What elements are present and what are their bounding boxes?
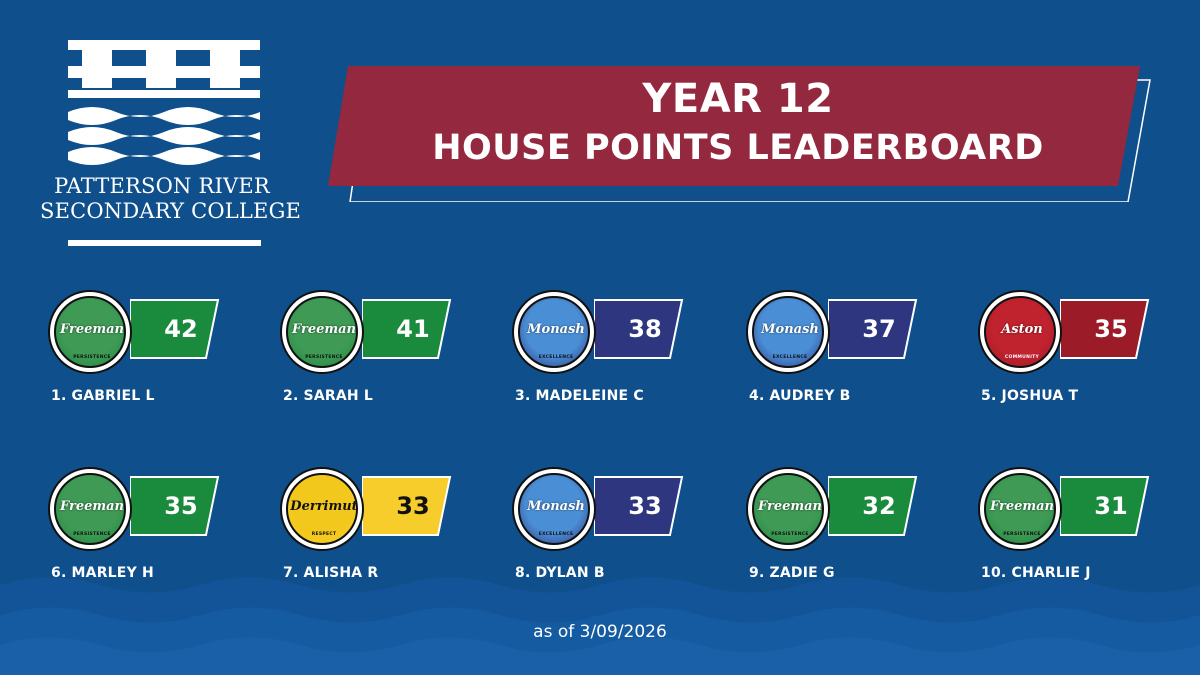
banner-title-leaderboard: HOUSE POINTS LEADERBOARD: [432, 128, 1044, 168]
student-rank-name: 10. CHARLIE J: [981, 565, 1091, 581]
leaderboard-entry: 33 Derrimut RESPECT 7. ALISHA R: [280, 467, 480, 607]
leaderboard-entry: 37 Monash EXCELLENCE 4. AUDREY B: [746, 290, 946, 430]
points-value: 41: [396, 315, 430, 343]
school-crest-icon: [68, 40, 260, 165]
house-motto: RESPECT: [311, 532, 337, 537]
points-tag: 42: [130, 299, 220, 359]
house-motto: PERSISTENCE: [73, 532, 111, 537]
house-motto: PERSISTENCE: [1003, 532, 1041, 537]
points-value: 33: [396, 492, 430, 520]
points-tag: 38: [594, 299, 684, 359]
points-value: 35: [164, 492, 198, 520]
logo-divider: [68, 240, 261, 246]
house-motto: EXCELLENCE: [772, 355, 808, 360]
house-badge-icon: Monash EXCELLENCE: [746, 290, 830, 374]
leaderboard-entry: 42 Freeman PERSISTENCE 1. GABRIEL L: [48, 290, 248, 430]
house-badge-icon: Freeman PERSISTENCE: [978, 467, 1062, 551]
leaderboard-entry: 32 Freeman PERSISTENCE 9. ZADIE G: [746, 467, 946, 607]
house-badge-icon: Freeman PERSISTENCE: [48, 290, 132, 374]
house-badge-icon: Freeman PERSISTENCE: [48, 467, 132, 551]
student-rank-name: 3. MADELEINE C: [515, 388, 644, 404]
house-name: Freeman: [757, 499, 823, 514]
student-rank-name: 5. JOSHUA T: [981, 388, 1079, 404]
house-name: Derrimut: [290, 499, 358, 514]
points-tag: 35: [1060, 299, 1150, 359]
house-motto: PERSISTENCE: [73, 355, 111, 360]
house-name: Freeman: [989, 499, 1055, 514]
house-motto: EXCELLENCE: [538, 355, 574, 360]
house-name: Monash: [761, 322, 819, 337]
student-rank-name: 8. DYLAN B: [515, 565, 605, 581]
house-name: Freeman: [291, 322, 357, 337]
house-badge-icon: Freeman PERSISTENCE: [280, 290, 364, 374]
title-banner: YEAR 12 HOUSE POINTS LEADERBOARD: [328, 62, 1158, 202]
house-motto: EXCELLENCE: [538, 532, 574, 537]
points-tag: 31: [1060, 476, 1150, 536]
student-rank-name: 1. GABRIEL L: [51, 388, 155, 404]
house-motto: PERSISTENCE: [771, 532, 809, 537]
house-name: Monash: [527, 499, 585, 514]
leaderboard-entry: 31 Freeman PERSISTENCE 10. CHARLIE J: [978, 467, 1178, 607]
points-tag: 32: [828, 476, 918, 536]
student-rank-name: 2. SARAH L: [283, 388, 373, 404]
points-value: 32: [862, 492, 896, 520]
points-value: 37: [862, 315, 896, 343]
school-name-line1: PATTERSON RIVER: [54, 174, 270, 198]
house-badge-icon: Monash EXCELLENCE: [512, 467, 596, 551]
points-value: 42: [164, 315, 198, 343]
points-value: 31: [1094, 492, 1128, 520]
student-rank-name: 4. AUDREY B: [749, 388, 851, 404]
house-badge-icon: Monash EXCELLENCE: [512, 290, 596, 374]
points-tag: 33: [594, 476, 684, 536]
house-name: Freeman: [59, 499, 125, 514]
leaderboard-entry: 41 Freeman PERSISTENCE 2. SARAH L: [280, 290, 480, 430]
student-rank-name: 7. ALISHA R: [283, 565, 379, 581]
school-name-line2: SECONDARY COLLEGE: [40, 199, 302, 223]
leaderboard-entry: 38 Monash EXCELLENCE 3. MADELEINE C: [512, 290, 712, 430]
points-tag: 37: [828, 299, 918, 359]
points-value: 38: [628, 315, 662, 343]
school-name: PATTERSON RIVER SECONDARY COLLEGE: [40, 174, 302, 224]
points-tag: 33: [362, 476, 452, 536]
points-value: 33: [628, 492, 662, 520]
house-badge-icon: Freeman PERSISTENCE: [746, 467, 830, 551]
points-value: 35: [1094, 315, 1128, 343]
banner-title-year: YEAR 12: [642, 76, 834, 122]
leaderboard-entry: 35 Aston COMMUNITY 5. JOSHUA T: [978, 290, 1178, 430]
leaderboard-entry: 33 Monash EXCELLENCE 8. DYLAN B: [512, 467, 712, 607]
student-rank-name: 9. ZADIE G: [749, 565, 835, 581]
student-rank-name: 6. MARLEY H: [51, 565, 154, 581]
house-motto: COMMUNITY: [1004, 355, 1040, 360]
leaderboard-entry: 35 Freeman PERSISTENCE 6. MARLEY H: [48, 467, 248, 607]
points-tag: 35: [130, 476, 220, 536]
points-tag: 41: [362, 299, 452, 359]
school-logo: PATTERSON RIVER SECONDARY COLLEGE: [40, 40, 306, 255]
banner-shape: [328, 66, 1151, 202]
house-motto: PERSISTENCE: [305, 355, 343, 360]
house-badge-icon: Aston COMMUNITY: [978, 290, 1062, 374]
house-name: Aston: [1001, 322, 1043, 337]
as-of-date: as of 3/09/2026: [533, 622, 667, 642]
house-badge-icon: Derrimut RESPECT: [280, 467, 364, 551]
house-name: Monash: [527, 322, 585, 337]
house-name: Freeman: [59, 322, 125, 337]
